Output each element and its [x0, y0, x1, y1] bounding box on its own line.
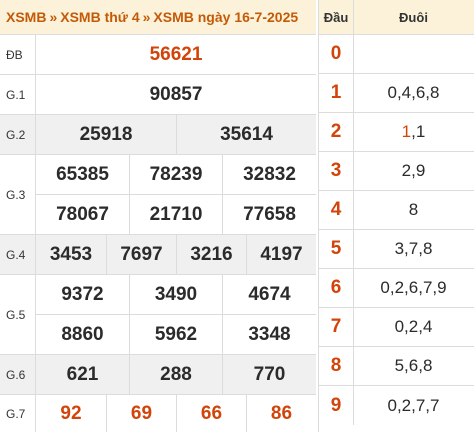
prize-label: G.2: [0, 115, 36, 154]
prize-number: 78239: [129, 155, 222, 194]
duoi-digits: 0,2,4: [394, 317, 433, 336]
breadcrumb-separator: »: [49, 9, 58, 25]
prize-number: 35614: [176, 115, 316, 154]
header-dau: Đầu: [319, 0, 354, 35]
duoi-digits: 8: [408, 200, 419, 219]
prize-number: 621: [66, 363, 99, 385]
breadcrumb-xsmb-link[interactable]: XSMB: [6, 9, 47, 25]
loto-table: Đầu Đuôi 0 1 0,4,6,8 2 1,1 3 2,9 4 8 5 3…: [318, 0, 474, 432]
prize-row-special: ĐB 56621: [0, 35, 316, 75]
loto-row-0: 0: [319, 35, 474, 74]
prize-number: 8860: [36, 314, 129, 354]
duoi-digits: 1,1: [353, 113, 474, 151]
dau-digit: 8: [319, 347, 354, 385]
prize-label: G.3: [0, 155, 36, 234]
prize-number: 5962: [129, 314, 222, 354]
prize-number: 69: [106, 395, 176, 432]
prize-number: 86: [246, 395, 316, 432]
prize-label: G.5: [0, 275, 36, 354]
dau-digit: 2: [319, 113, 354, 151]
prize-number: 3490: [129, 275, 222, 314]
loto-row-7: 7 0,2,4: [319, 308, 474, 347]
loto-row-2: 2 1,1: [319, 113, 474, 152]
prize-label: G.7: [0, 395, 36, 432]
breadcrumb: XSMB» XSMB thứ 4» XSMB ngày 16-7-2025: [0, 0, 316, 35]
duoi-rest: ,1: [411, 122, 426, 141]
loto-row-8: 8 5,6,8: [319, 347, 474, 386]
prize-number: 77658: [222, 194, 316, 234]
prize-label: G.6: [0, 355, 36, 394]
prize-number: 25918: [79, 123, 133, 145]
loto-row-6: 6 0,2,6,7,9: [319, 269, 474, 308]
prize-number: 288: [129, 355, 222, 394]
prize-number: 4197: [246, 235, 316, 274]
prize-number: 7697: [106, 235, 176, 274]
duoi-digits: 0,4,6,8: [387, 83, 440, 102]
dau-digit: 6: [319, 269, 354, 307]
prize-row-g1: G.1 90857: [0, 75, 316, 115]
prize-row-g2: G.2 25918 35614: [0, 115, 316, 155]
prize-number: 4674: [222, 275, 316, 314]
prize-row-g4: G.4 3453 7697 3216 4197: [0, 235, 316, 275]
prize-number: 3216: [176, 235, 246, 274]
breadcrumb-separator: »: [142, 9, 151, 25]
duoi-digits: 3,7,8: [394, 239, 433, 258]
prize-number: 90857: [149, 83, 203, 105]
prize-number: 21710: [129, 194, 222, 234]
duoi-digits: 5,6,8: [394, 356, 433, 375]
prize-number: 66: [176, 395, 246, 432]
loto-row-3: 3 2,9: [319, 152, 474, 191]
duoi-digits: 0,2,6,7,9: [380, 278, 447, 297]
dau-digit: 4: [319, 191, 354, 229]
loto-row-4: 4 8: [319, 191, 474, 230]
prize-row-g6: G.6 621 288 770: [0, 355, 316, 395]
prize-number: 65385: [56, 163, 109, 185]
dau-digit: 9: [319, 386, 354, 425]
prize-number: 92: [60, 402, 82, 424]
loto-row-5: 5 3,7,8: [319, 230, 474, 269]
breadcrumb-weekday-link[interactable]: XSMB thứ 4: [60, 9, 140, 25]
prize-number: 56621: [149, 43, 203, 65]
loto-row-9: 9 0,2,7,7: [319, 386, 474, 432]
prize-number: 770: [222, 355, 316, 394]
prize-label: ĐB: [0, 35, 36, 74]
prize-row-g3: G.3 65385 78239 32832 78067 21710 77658: [0, 155, 316, 235]
header-duoi: Đuôi: [399, 10, 428, 25]
dau-digit: 7: [319, 308, 354, 346]
dau-digit: 1: [319, 74, 354, 112]
prize-row-g7: G.7 92 69 66 86: [0, 395, 316, 432]
dau-digit: 0: [319, 35, 354, 73]
prize-number: 3348: [222, 314, 316, 354]
prize-label: G.1: [0, 75, 36, 114]
prize-label: G.4: [0, 235, 36, 274]
duoi-special-digit: 1: [401, 122, 412, 141]
results-panel: XSMB» XSMB thứ 4» XSMB ngày 16-7-2025 ĐB 5…: [0, 0, 316, 432]
prize-number: 32832: [222, 155, 316, 194]
prize-row-g5: G.5 9372 3490 4674 8860 5962 3348: [0, 275, 316, 355]
prize-number: 3453: [49, 243, 93, 265]
loto-row-1: 1 0,4,6,8: [319, 74, 474, 113]
duoi-digits: 2,9: [401, 161, 426, 180]
loto-table-header: Đầu Đuôi: [319, 0, 474, 35]
dau-digit: 5: [319, 230, 354, 268]
duoi-digits: [353, 35, 474, 73]
prize-number: 78067: [36, 194, 129, 234]
dau-digit: 3: [319, 152, 354, 190]
prize-number: 9372: [61, 283, 104, 305]
duoi-digits: 0,2,7,7: [387, 395, 440, 415]
breadcrumb-date-link[interactable]: XSMB ngày 16-7-2025: [153, 9, 299, 25]
